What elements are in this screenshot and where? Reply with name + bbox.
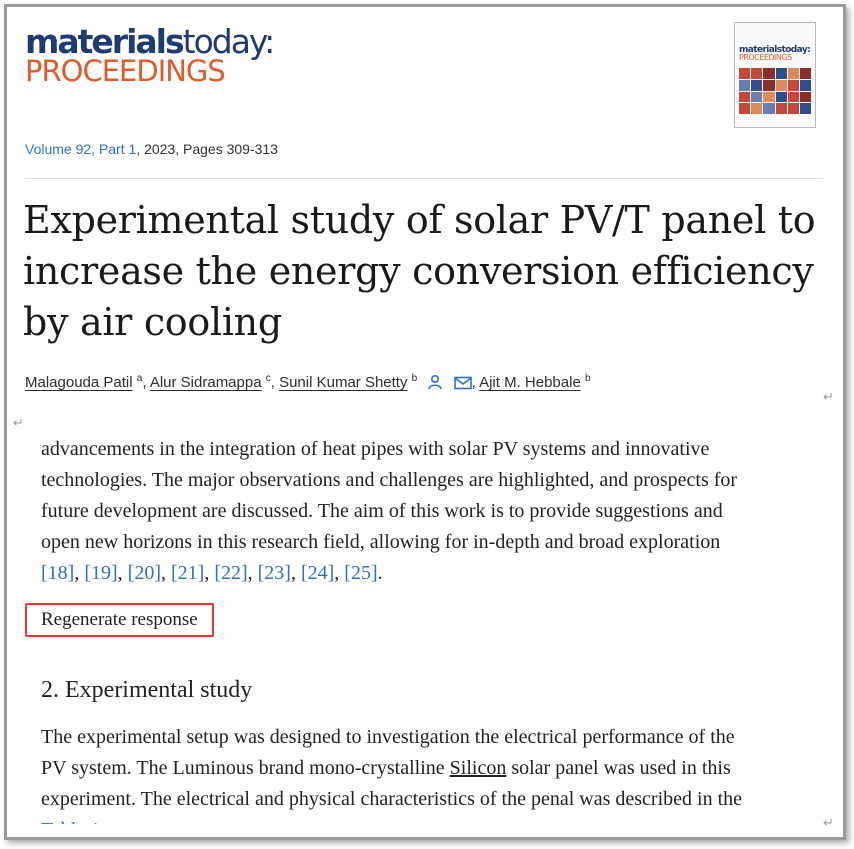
author-link[interactable]: Ajit M. Hebbale (479, 374, 581, 391)
reference-link[interactable]: [25] (344, 562, 378, 584)
volume-link[interactable]: Volume 92, Part 1 (25, 141, 137, 157)
cover-artwork (739, 68, 811, 114)
regenerate-response-button[interactable]: Regenerate response (25, 603, 214, 637)
section-heading: 2. Experimental study (41, 677, 253, 703)
reference-link[interactable]: [20] (127, 562, 161, 584)
return-mark-icon: ↵ (823, 815, 834, 830)
reference-link[interactable]: [19] (84, 562, 118, 584)
reference-list: [18], [19], [20], [21], [22], [23], [24]… (41, 562, 383, 584)
reference-link[interactable]: [18] (41, 562, 75, 584)
journal-cover-thumbnail[interactable]: materialstoday: PROCEEDINGS (734, 22, 816, 128)
author-link[interactable]: Alur Sidramappa (149, 374, 262, 391)
author-list: Malagouda Patil a, Alur Sidramappa c, Su… (25, 373, 591, 394)
reference-link[interactable]: [24] (300, 562, 335, 584)
reference-link[interactable]: [23] (257, 562, 291, 584)
silicon-link[interactable]: Silicon (449, 757, 507, 779)
section-paragraph: The experimental setup was designed to i… (41, 726, 742, 810)
table-link-partial[interactable]: Table 1 (41, 815, 100, 824)
return-mark-icon: ↵ (823, 389, 834, 404)
reference-link[interactable]: [22] (214, 562, 248, 584)
journal-logo[interactable]: materialstoday: PROCEEDINGS (25, 22, 275, 88)
author-link[interactable]: Sunil Kumar Shetty (279, 374, 408, 391)
return-mark-icon: ↵ (13, 415, 24, 430)
reference-link[interactable]: [21] (170, 562, 205, 584)
article-title: Experimental study of solar PV/T panel t… (23, 198, 816, 344)
volume-info: Volume 92, Part 1, 2023, Pages 309-313 (25, 141, 278, 157)
email-icon[interactable] (453, 376, 472, 394)
page-frame: materialstoday: PROCEEDINGS materialstod… (4, 4, 846, 840)
person-icon[interactable] (427, 374, 443, 394)
abstract-paragraph: advancements in the integration of heat … (41, 434, 821, 588)
author-link[interactable]: Malagouda Patil (25, 374, 133, 391)
divider (25, 178, 823, 179)
